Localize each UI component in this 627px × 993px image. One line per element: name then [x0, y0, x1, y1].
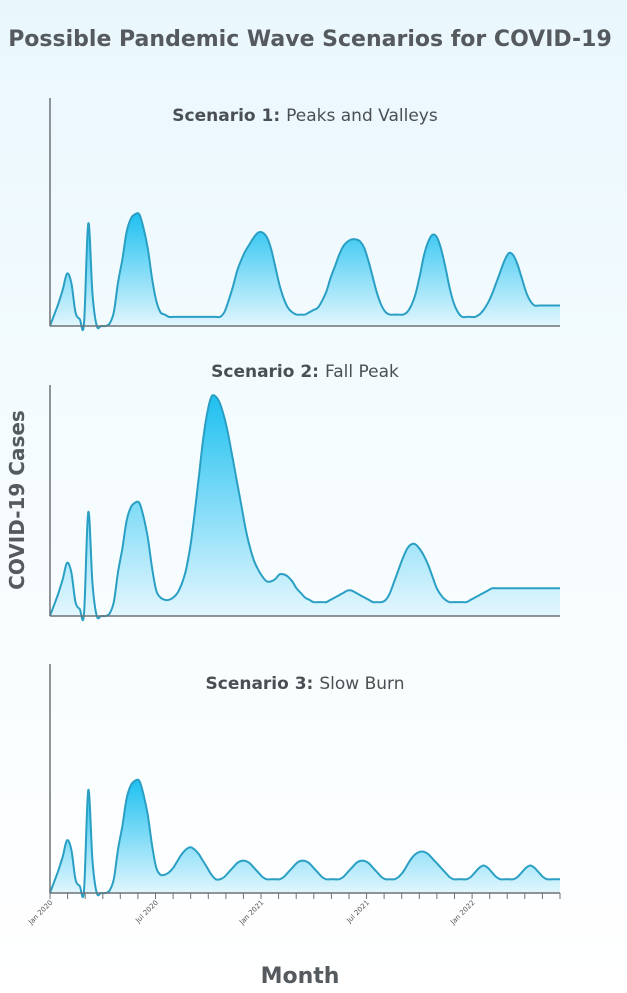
chart-title: Possible Pandemic Wave Scenarios for COV… [8, 27, 612, 52]
panel-2-title-rest: Fall Peak [325, 362, 399, 382]
panel-1 [49, 98, 560, 332]
series-area-2 [50, 395, 560, 621]
panel-2-title: Scenario 2: Fall Peak [211, 362, 399, 382]
panel-1-title-rest: Peaks and Valleys [286, 106, 438, 126]
panel-1-title-bold: Scenario 1: [172, 106, 280, 126]
panel-1-title: Scenario 1: Peaks and Valleys [172, 106, 438, 126]
x-tick-label: Jan 2022 [448, 899, 476, 927]
x-tick-label: Jan 2021 [237, 899, 265, 927]
x-axis-label: Month [261, 964, 340, 989]
panel-3-title-rest: Slow Burn [319, 674, 404, 694]
y-axis-label: COVID-19 Cases [5, 410, 29, 590]
x-axis-tick-labels: Jan 2020 Jul 2020 Jan 2021 Jul 2021 Jan 2022 [26, 899, 476, 927]
panel-2 [49, 385, 560, 622]
panel-2-title-bold: Scenario 2: [211, 362, 319, 382]
x-tick-label: Jan 2020 [26, 899, 54, 927]
series-line-2 [49, 394, 560, 622]
panel-3: Jan 2020 Jul 2020 Jan 2021 Jul 2021 Jan 2022 [26, 664, 561, 927]
series-line-3 [49, 778, 560, 898]
series-area-3 [50, 779, 560, 898]
series-area-1 [50, 213, 560, 331]
panel-3-title: Scenario 3: Slow Burn [206, 674, 405, 694]
x-axis-ticks [49, 893, 561, 899]
panel-3-title-bold: Scenario 3: [206, 674, 314, 694]
x-tick-label: Jul 2021 [344, 899, 371, 926]
series-line-1 [49, 212, 560, 332]
x-tick-label: Jul 2020 [133, 899, 160, 926]
